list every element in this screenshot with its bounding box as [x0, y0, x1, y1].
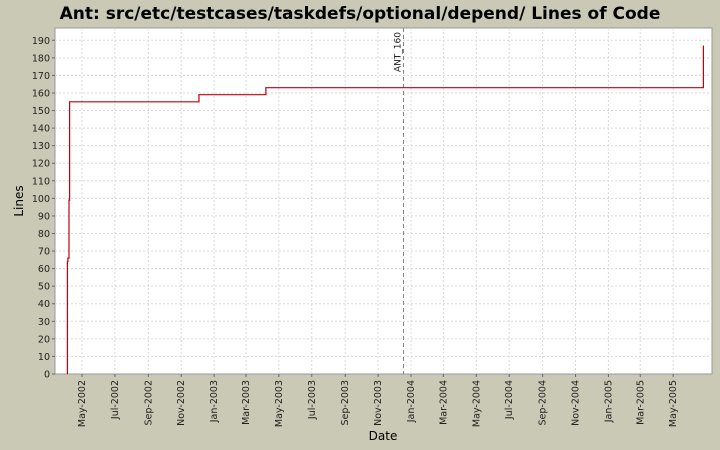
- version-markers: ANT_160: [393, 28, 404, 374]
- x-tick-label: Jul-2004: [504, 380, 515, 420]
- y-tick-label: 0: [44, 370, 50, 381]
- x-tick-label: May-2003: [274, 380, 285, 427]
- y-tick-label: 70: [38, 247, 50, 258]
- x-tick-label: Mar-2004: [438, 380, 449, 425]
- x-tick-label: Jul-2002: [110, 380, 121, 420]
- y-tick-label: 90: [38, 211, 50, 222]
- x-tick-label: May-2002: [77, 380, 88, 427]
- x-axis-label: Date: [369, 429, 398, 443]
- y-tick-label: 110: [32, 176, 50, 187]
- x-axis-ticks: May-2002 Jul-2002 Sep-2002 Nov-2002 Jan-2003…: [77, 374, 679, 427]
- y-tick-label: 180: [32, 53, 50, 64]
- y-tick-label: 120: [32, 159, 50, 170]
- x-tick-label: Jan-2005: [603, 380, 614, 423]
- x-tick-label: Jul-2003: [307, 380, 318, 420]
- x-tick-label: Sep-2003: [340, 380, 351, 426]
- y-tick-label: 60: [38, 264, 50, 275]
- marker-label: ANT_160: [393, 32, 403, 72]
- y-tick-label: 50: [38, 282, 50, 293]
- y-tick-label: 40: [38, 299, 50, 310]
- y-tick-label: 160: [32, 88, 50, 99]
- x-tick-label: May-2005: [668, 380, 679, 427]
- y-tick-label: 10: [38, 352, 50, 363]
- y-tick-label: 80: [38, 229, 50, 240]
- x-tick-label: Sep-2002: [143, 380, 154, 426]
- x-tick-label: Sep-2004: [538, 380, 549, 426]
- y-tick-label: 190: [32, 36, 50, 47]
- y-tick-label: 150: [32, 106, 50, 117]
- x-tick-label: Nov-2004: [571, 380, 582, 426]
- y-tick-label: 100: [32, 194, 50, 205]
- x-tick-label: Mar-2003: [241, 380, 252, 425]
- x-tick-label: May-2004: [471, 380, 482, 427]
- x-tick-label: Jan-2004: [406, 380, 417, 423]
- y-axis-label: Lines: [12, 185, 26, 216]
- x-tick-label: Nov-2002: [176, 380, 187, 426]
- x-tick-label: Jan-2003: [209, 380, 220, 423]
- series-line: [66, 45, 704, 374]
- plot-area: [54, 27, 713, 375]
- y-tick-label: 30: [38, 317, 50, 328]
- y-axis-ticks: 0 10 20 30 40 50 60 70 80 90 100 110 120 130 140 150 160…: [32, 36, 55, 381]
- chart-title: Ant: src/etc/testcases/taskdefs/optional…: [60, 4, 661, 24]
- grid: [55, 28, 712, 374]
- y-tick-label: 130: [32, 141, 50, 152]
- y-tick-label: 140: [32, 124, 50, 135]
- y-tick-label: 170: [32, 71, 50, 82]
- x-tick-label: Nov-2003: [373, 380, 384, 426]
- x-tick-label: Mar-2005: [635, 380, 646, 425]
- y-tick-label: 20: [38, 334, 50, 345]
- series-layer: [66, 45, 704, 374]
